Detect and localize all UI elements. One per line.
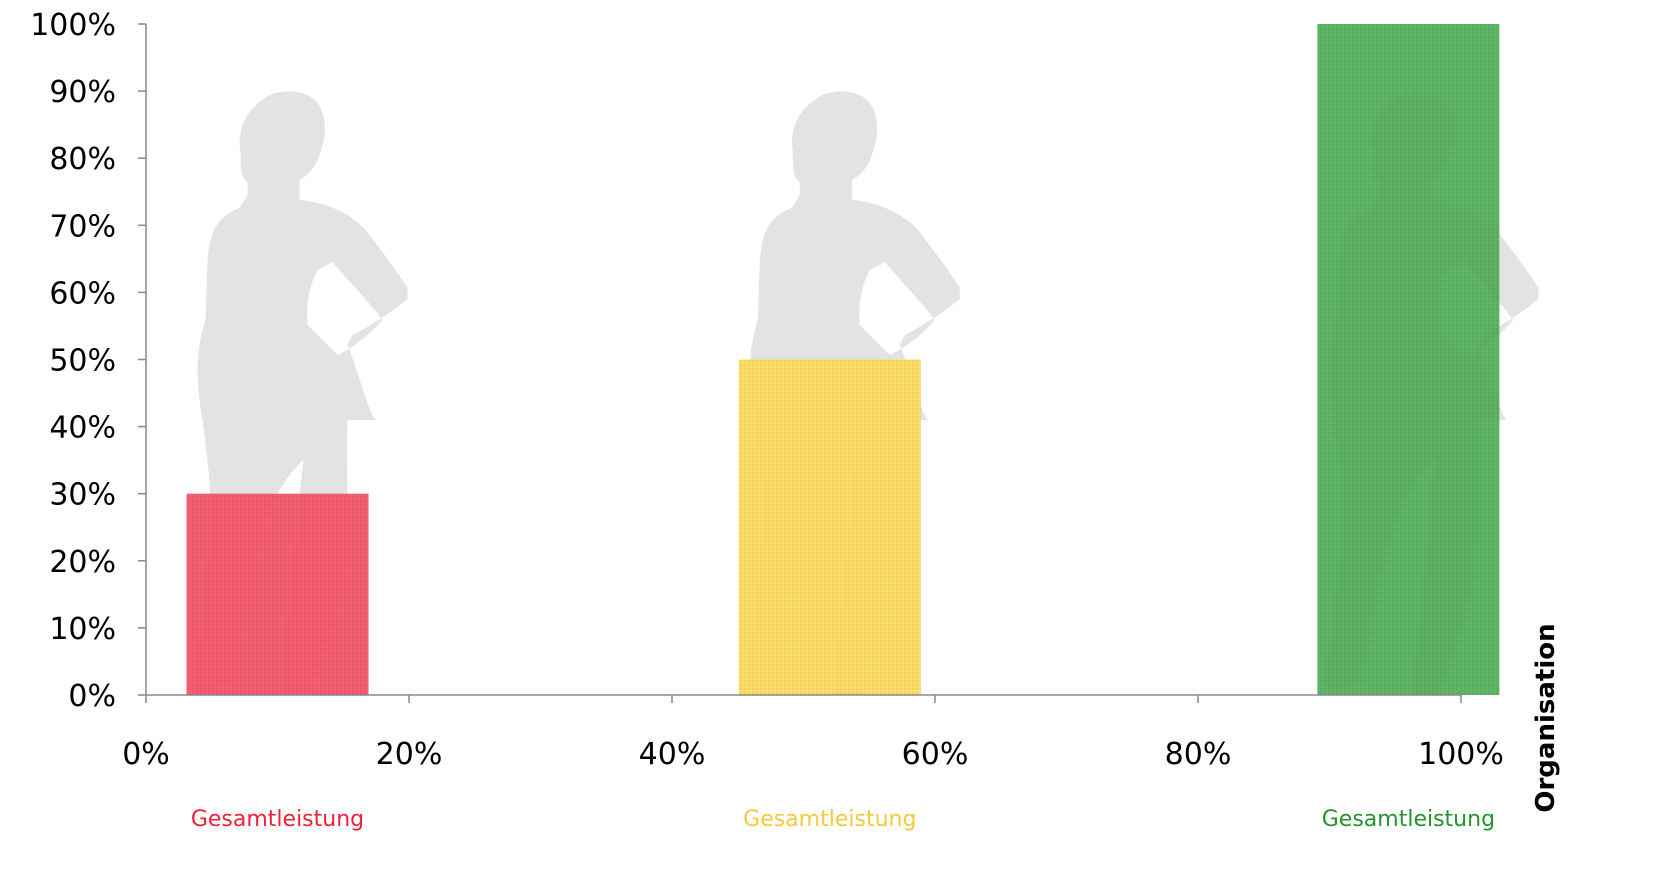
x-tick-label: 100% (1418, 737, 1504, 772)
y-tick-label: 90% (49, 75, 116, 110)
x-tick-label: 20% (376, 737, 443, 772)
bar-texture (738, 359, 921, 695)
x-tick-label: 0% (122, 737, 170, 772)
x-tick-label: 60% (902, 737, 969, 772)
side-label: Organisation (1531, 623, 1561, 812)
axes-layer: 0% 10% 20% 30% 40% 50% 60% 70% 80% 90% 100% 0% 20% 40… (30, 8, 1561, 832)
bar-texture (1317, 24, 1500, 695)
y-tick-label: 10% (49, 612, 116, 647)
y-tick-label: 60% (49, 276, 116, 311)
y-tick-label: 0% (68, 679, 116, 714)
y-tick-label: 100% (30, 8, 116, 43)
y-tick-label: 30% (49, 478, 116, 513)
y-tick-label: 40% (49, 411, 116, 446)
category-label: Gesamtleistung (191, 807, 364, 832)
y-tick-label: 20% (49, 545, 116, 580)
category-label: Gesamtleistung (743, 807, 916, 832)
x-tick-label: 80% (1165, 737, 1232, 772)
bar-texture (186, 493, 369, 695)
y-tick-label: 50% (49, 344, 116, 379)
y-tick-label: 70% (49, 209, 116, 244)
bars-layer (186, 24, 1500, 695)
x-tick-label: 40% (639, 737, 706, 772)
y-tick-label: 80% (49, 142, 116, 177)
category-label: Gesamtleistung (1322, 807, 1495, 832)
